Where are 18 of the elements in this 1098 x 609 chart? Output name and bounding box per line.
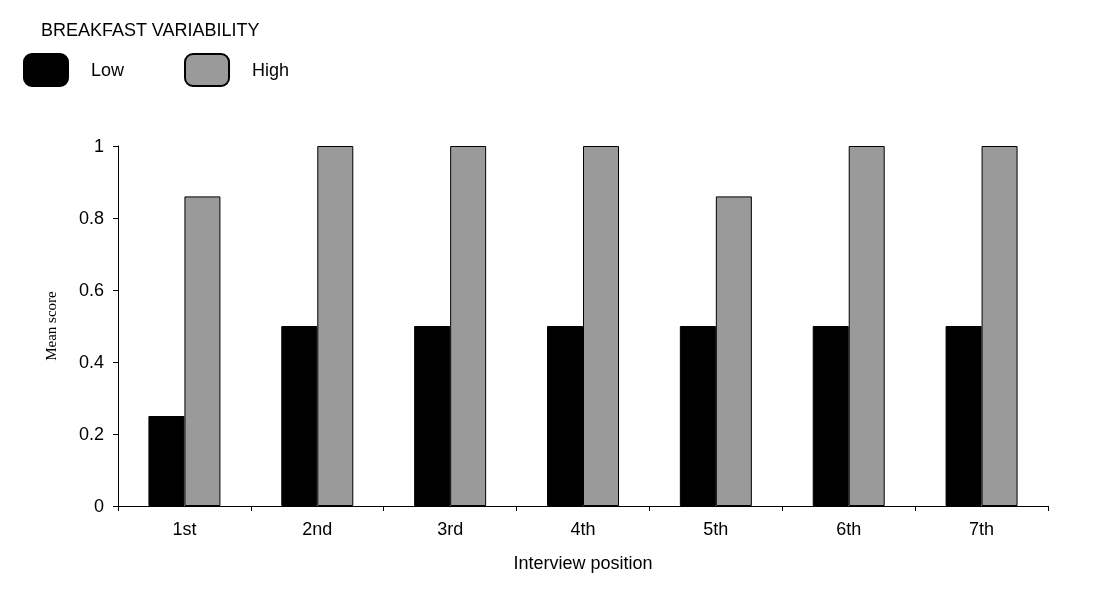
x-tick-label: 6th (836, 519, 862, 539)
y-tick-label: 0 (93, 496, 104, 516)
x-tick-label: 1st (172, 519, 197, 539)
x-tick-label: 4th (570, 519, 596, 539)
x-tick-label: 3rd (437, 519, 464, 539)
y-tick-label: 0.4 (78, 352, 104, 372)
legend-label: Low (91, 60, 126, 80)
y-tick-label: 0.2 (78, 424, 104, 444)
x-tick-label: 2nd (302, 519, 333, 539)
x-tick-label: 7th (969, 519, 995, 539)
legend-label: High (252, 60, 290, 80)
y-tick-label: 1 (93, 136, 104, 156)
x-tick-label: 5th (703, 519, 729, 539)
y-tick-label: 0.8 (78, 208, 104, 228)
legend-title: BREAKFAST VARIABILITY (41, 20, 260, 40)
y-axis-title: Mean score (42, 290, 59, 361)
x-axis-title: Interview position (513, 553, 653, 573)
y-tick-label: 0.6 (78, 280, 104, 300)
